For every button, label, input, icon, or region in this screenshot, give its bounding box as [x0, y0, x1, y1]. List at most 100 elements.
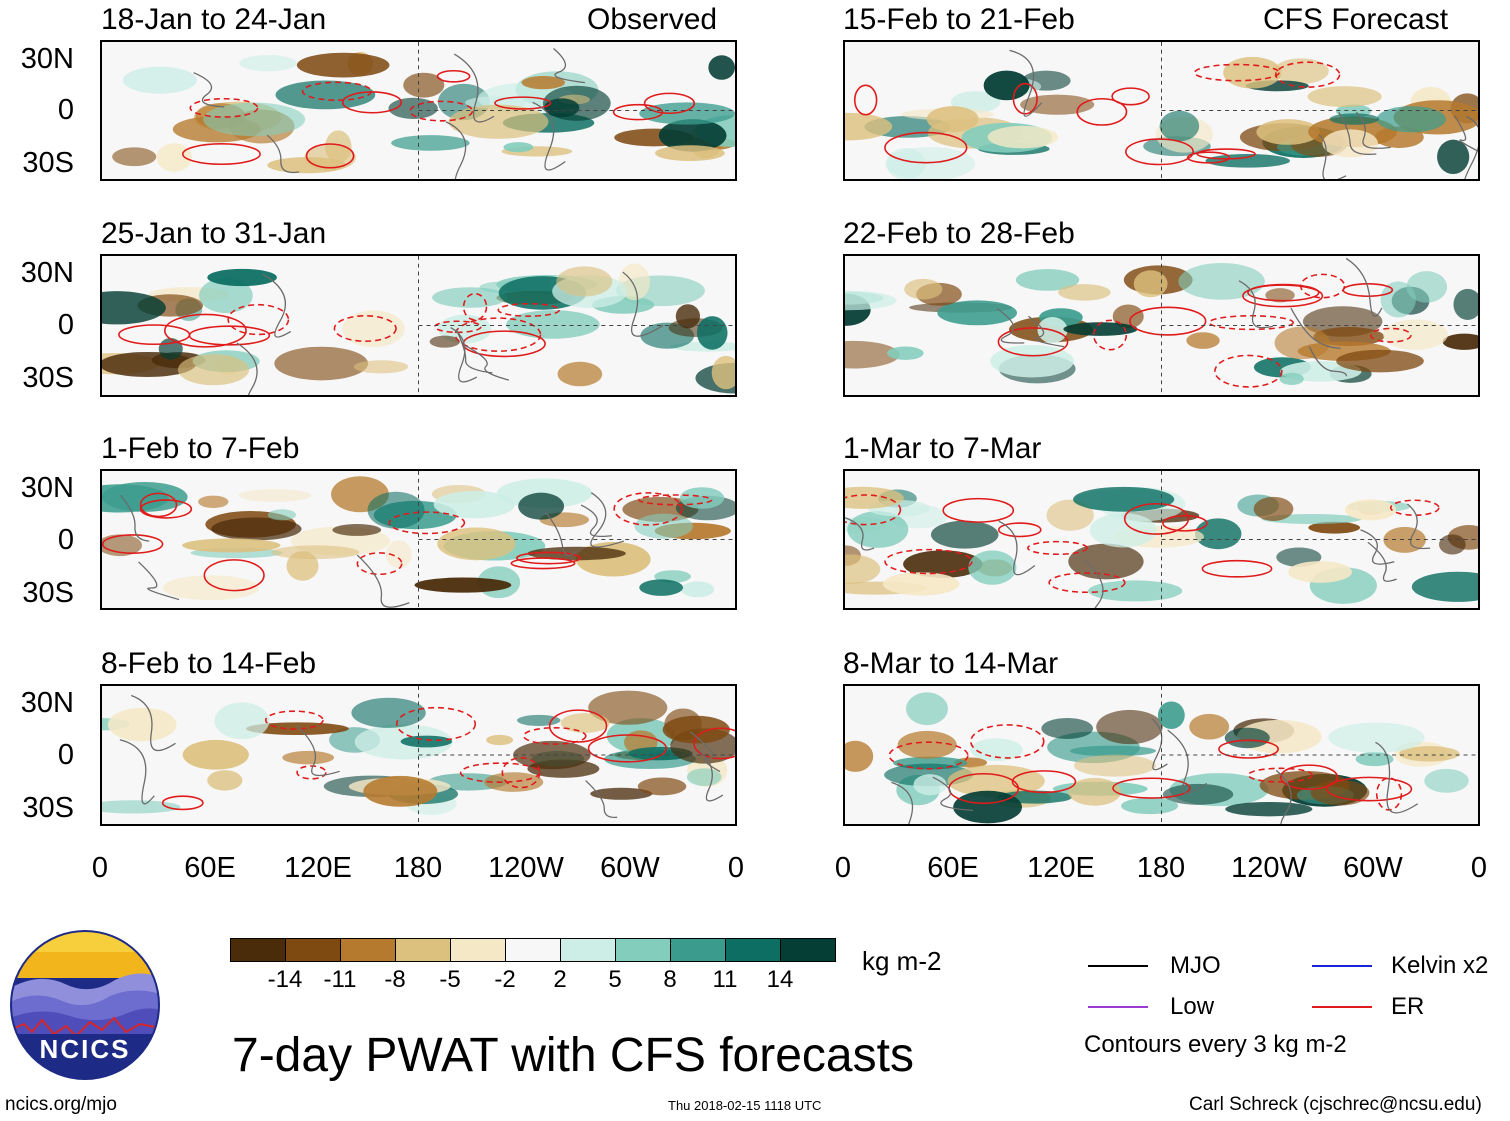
lat-label-30n: 30N [20, 687, 74, 719]
pwat-anomaly-blob [1063, 322, 1138, 336]
colorbar-cell [450, 938, 506, 962]
pwat-anomaly-blob [1329, 113, 1380, 125]
pwat-anomaly-blob [845, 740, 874, 772]
map-panel-fc-3 [843, 469, 1480, 610]
pwat-anomaly-blob [913, 774, 947, 796]
pwat-anomaly-blob [1307, 86, 1382, 108]
pwat-anomaly-blob [267, 509, 297, 521]
pwat-anomaly-blob [211, 517, 302, 541]
pwat-anomaly-blob [107, 707, 177, 742]
lon-label: 0 [1470, 852, 1488, 884]
pwat-anomaly-blob [102, 800, 181, 814]
lat-label-0: 0 [57, 94, 74, 126]
colorbar-cell [285, 938, 341, 962]
pwat-anomaly-blob [198, 495, 229, 509]
coastline [698, 750, 724, 802]
lon-label: 120E [1027, 852, 1095, 884]
er-contour [1012, 82, 1038, 115]
pwat-anomaly-blob [1328, 722, 1425, 753]
er-contour [494, 96, 552, 110]
pwat-anomaly-blob [639, 102, 735, 125]
pwat-anomaly-blob [679, 487, 725, 509]
pwat-anomaly-blob [953, 790, 1022, 824]
pwat-anomaly-blob [414, 577, 512, 593]
coastline [1275, 769, 1292, 824]
pwat-anomaly-blob [162, 575, 260, 601]
er-contour [1196, 148, 1256, 160]
pwat-anomaly-blob [403, 72, 445, 98]
er-contour [164, 313, 247, 348]
coastline [262, 273, 292, 338]
coastline [689, 731, 721, 773]
legend-er-line [1312, 1006, 1372, 1008]
er-contour [997, 522, 1042, 538]
pwat-anomaly-blob [1194, 518, 1242, 550]
pwat-anomaly-blob [1189, 713, 1230, 740]
main-title: 7-day PWAT with CFS forecasts [232, 1029, 914, 1082]
lon-label: 180 [1136, 852, 1186, 884]
legend-kelvin-label: Kelvin x2 [1391, 952, 1489, 979]
er-contour [693, 727, 735, 760]
er-contour [139, 492, 178, 518]
er-contour [997, 327, 1069, 357]
observed-label: Observed [587, 3, 718, 36]
coastline [450, 326, 478, 383]
pwat-anomaly-blob [199, 277, 253, 314]
pwat-anomaly-blob [385, 540, 412, 569]
pwat-anomaly-blob [271, 545, 360, 560]
pwat-anomaly-blob [845, 554, 881, 585]
er-contour [942, 497, 1015, 523]
pwat-anomaly-blob [696, 316, 728, 350]
er-contour [845, 494, 902, 526]
colorbar-unit: kg m-2 [862, 946, 942, 976]
pwat-anomaly-blob [930, 520, 999, 549]
pwat-anomaly-blob [968, 550, 1017, 585]
pwat-anomaly-blob [639, 579, 684, 596]
pwat-anomaly-blob [708, 55, 735, 80]
colorbar-tick-label: 14 [766, 966, 794, 993]
lon-label: 60E [184, 852, 236, 884]
map-panel-fc-2 [843, 254, 1480, 397]
er-contour [301, 81, 373, 101]
er-contour [1027, 540, 1088, 556]
pwat-anomaly-blob [1355, 751, 1394, 767]
er-contour [333, 315, 397, 343]
coastline [130, 694, 176, 752]
lat-label-30s: 30S [22, 362, 74, 394]
er-contour [1242, 284, 1324, 308]
pwat-anomaly-blob [207, 268, 277, 287]
coastline [580, 504, 612, 538]
pwat-anomaly-blob [1288, 561, 1352, 583]
pwat-anomaly-blob [1253, 496, 1294, 521]
pwat-anomaly-blob [332, 524, 382, 536]
colorbar-tick-label: 8 [663, 966, 677, 993]
pwat-anomaly-blob [1336, 349, 1424, 373]
pwat-anomaly-blob [906, 692, 948, 726]
pwat-anomaly-blob [637, 777, 687, 796]
lat-label-0: 0 [57, 524, 74, 556]
coastline [1367, 541, 1397, 582]
pwat-anomaly-blob [1162, 783, 1234, 805]
panel-title-obs-1: 18-Jan to 24-Jan [101, 3, 327, 36]
pwat-anomaly-blob [1068, 543, 1144, 580]
lat-label-30s: 30S [22, 792, 74, 824]
pwat-anomaly-blob [681, 581, 715, 598]
pwat-anomaly-blob [274, 346, 369, 381]
coastline [532, 101, 566, 171]
er-contour [436, 69, 471, 83]
er-contour [1208, 315, 1294, 331]
pwat-anomaly-blob [400, 735, 453, 748]
coastline [445, 121, 473, 179]
pwat-anomaly-blob [391, 135, 470, 151]
er-contour [884, 131, 968, 164]
colorbar-tick-label: -8 [384, 966, 406, 993]
pwat-anomaly-blob [887, 346, 924, 360]
er-contour [264, 710, 324, 730]
pwat-anomaly-blob [156, 143, 193, 172]
pwat-anomaly-blob [1157, 701, 1185, 730]
pwat-anomaly-blob [1073, 754, 1157, 777]
coastline [236, 342, 258, 395]
pwat-anomaly-blob [353, 360, 409, 374]
pwat-anomaly-blob [1437, 139, 1470, 175]
er-contour [1186, 151, 1231, 164]
